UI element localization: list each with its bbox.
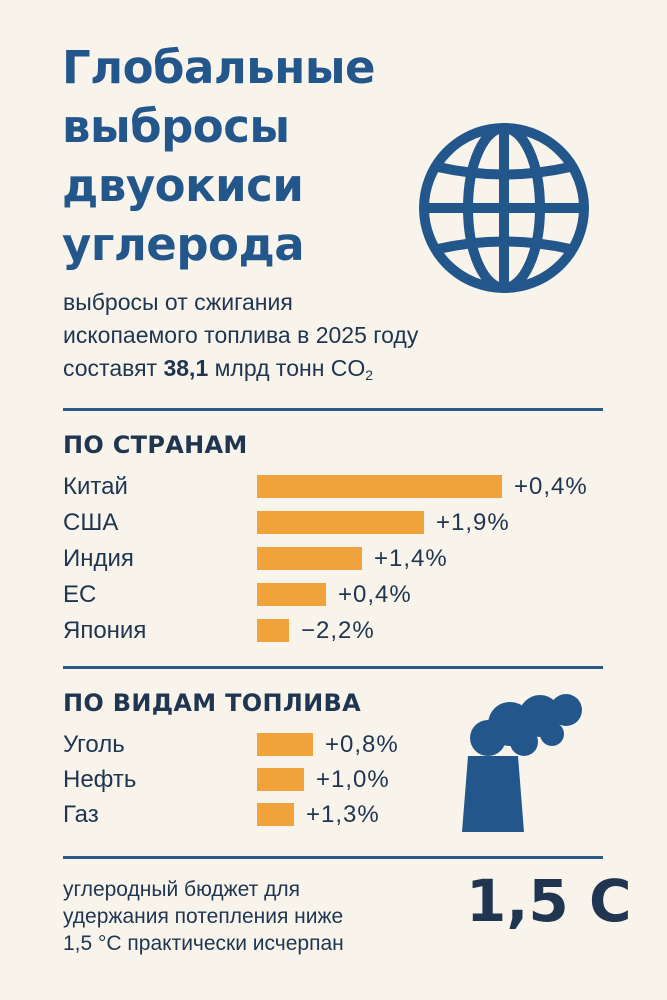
title-line: двуокиси — [62, 159, 304, 212]
fuels-row: Газ +1,3% — [63, 798, 623, 832]
countries-change: −2,2% — [301, 617, 375, 644]
emissions-unit-subscript: 2 — [365, 367, 374, 383]
countries-change: +0,4% — [514, 473, 588, 500]
divider — [63, 666, 603, 669]
note-line: углеродный бюджет для — [63, 878, 300, 901]
countries-label: США — [63, 509, 119, 536]
countries-row: Япония −2,2% — [63, 614, 623, 648]
emissions-value: 38,1 — [163, 355, 209, 381]
subtitle: выбросы от сжигания ископаемого топлива … — [63, 286, 603, 392]
countries-change: +1,4% — [374, 545, 448, 572]
fuels-heading: ПО ВИДАМ ТОПЛИВА — [63, 689, 361, 717]
fuels-row: Уголь +0,8% — [63, 728, 623, 762]
fuels-label: Уголь — [63, 731, 125, 758]
fuels-bar — [257, 768, 304, 791]
title-line: выбросы — [62, 100, 290, 153]
factory-smoke-icon — [462, 694, 582, 832]
warming-limit-value: 1,5 C — [466, 867, 632, 935]
countries-label: Индия — [63, 545, 134, 572]
emissions-unit: млрд тонн CO — [208, 355, 366, 381]
note-line: удержания потепления ниже — [63, 905, 344, 928]
globe-icon — [419, 123, 589, 293]
fuels-bar — [257, 803, 294, 826]
countries-row: ЕС +0,4% — [63, 578, 623, 612]
fuels-change: +0,8% — [325, 731, 399, 758]
countries-bar — [257, 511, 424, 534]
countries-bar — [257, 547, 362, 570]
fuels-change: +1,0% — [316, 766, 390, 793]
countries-row: США +1,9% — [63, 506, 623, 540]
countries-label: ЕС — [63, 581, 97, 608]
carbon-budget-note: углеродный бюджет для удержания потеплен… — [63, 876, 463, 957]
fuels-label: Газ — [63, 801, 99, 828]
countries-row: Индия +1,4% — [63, 542, 623, 576]
countries-heading: ПО СТРАНАМ — [63, 431, 248, 459]
subtitle-prefix: составят — [63, 355, 164, 381]
countries-bar — [257, 583, 326, 606]
countries-row: Китай +0,4% — [63, 470, 623, 504]
countries-bar — [257, 475, 502, 498]
fuels-change: +1,3% — [306, 801, 380, 828]
page-title: Глобальные выбросы двуокиси углерода — [62, 38, 422, 274]
subtitle-line-2: ископаемого топлива в 2025 году — [63, 322, 419, 348]
divider — [63, 856, 603, 859]
fuels-row: Нефть +1,0% — [63, 763, 623, 797]
countries-change: +0,4% — [338, 581, 412, 608]
divider — [63, 408, 603, 411]
fuels-bar — [257, 733, 313, 756]
note-line: 1,5 °C практически исчерпан — [63, 932, 344, 955]
subtitle-line-1: выбросы от сжигания — [63, 289, 293, 315]
fuels-label: Нефть — [63, 766, 137, 793]
countries-label: Китай — [63, 473, 128, 500]
title-line: углерода — [62, 218, 305, 271]
countries-bar — [257, 619, 289, 642]
title-line: Глобальные — [62, 41, 376, 94]
countries-change: +1,9% — [436, 509, 510, 536]
countries-label: Япония — [63, 617, 147, 644]
subtitle-line-3: составят 38,1 млрд тонн CO2 — [63, 352, 603, 392]
